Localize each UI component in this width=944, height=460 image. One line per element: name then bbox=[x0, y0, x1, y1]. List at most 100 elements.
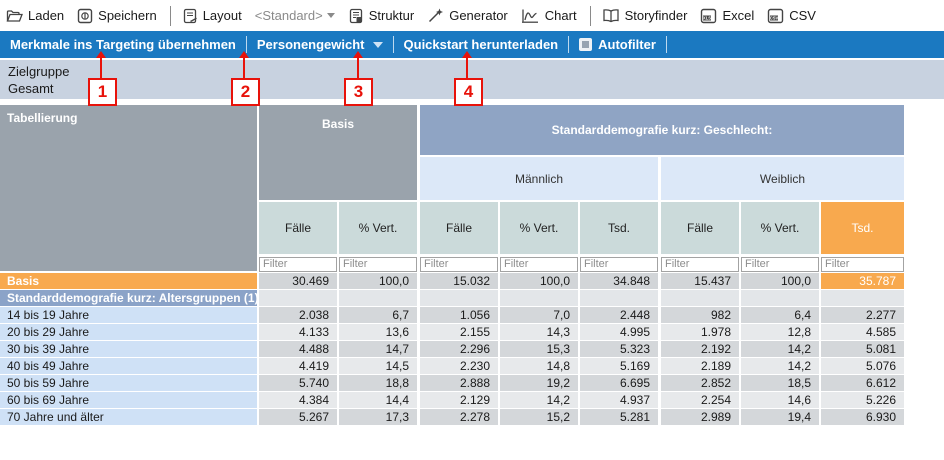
filter-cell bbox=[821, 256, 904, 272]
autofilter-label: Autofilter bbox=[598, 37, 656, 52]
filter-cell bbox=[259, 256, 337, 272]
filter-input[interactable] bbox=[580, 256, 658, 272]
targeting-button[interactable]: Merkmale ins Targeting übernehmen bbox=[10, 37, 236, 52]
csv-icon: CSV bbox=[767, 8, 784, 24]
cell: 5.076 bbox=[821, 358, 904, 374]
chart-button[interactable]: Chart bbox=[521, 8, 577, 24]
checkbox-fill bbox=[582, 41, 590, 48]
cell: 2.277 bbox=[821, 307, 904, 323]
actionbar-separator bbox=[568, 36, 570, 53]
book-icon bbox=[602, 8, 620, 24]
filter-input[interactable] bbox=[339, 256, 417, 272]
cell: 6.695 bbox=[580, 375, 658, 391]
table-header-groups: Tabellierung Basis Standarddemografie ku… bbox=[0, 105, 904, 271]
struktur-label: Struktur bbox=[368, 8, 415, 23]
maennlich-header: Männlich bbox=[420, 157, 658, 200]
filter-input[interactable] bbox=[420, 256, 498, 272]
cell-empty bbox=[259, 290, 337, 306]
cell: 14,2 bbox=[741, 358, 819, 374]
filter-input[interactable] bbox=[741, 256, 819, 272]
cell: 13,6 bbox=[339, 324, 417, 340]
column-header-tsd: Tsd. bbox=[580, 202, 658, 254]
cell: 7,0 bbox=[500, 307, 578, 323]
cell: 5.267 bbox=[259, 409, 337, 425]
quickstart-button[interactable]: Quickstart herunterladen bbox=[404, 37, 559, 52]
action-toolbar: Merkmale ins Targeting übernehmen Person… bbox=[0, 31, 944, 58]
load-button[interactable]: Laden bbox=[6, 8, 64, 24]
cell: 2.192 bbox=[661, 341, 739, 357]
cell: 5.740 bbox=[259, 375, 337, 391]
cell: 18,8 bbox=[339, 375, 417, 391]
column-header-faelle: Fälle bbox=[661, 202, 739, 254]
layout-preset-dropdown[interactable]: <Standard> bbox=[255, 8, 335, 23]
cell: 100,0 bbox=[339, 273, 417, 289]
save-label: Speichern bbox=[98, 8, 157, 23]
filter-input[interactable] bbox=[259, 256, 337, 272]
filter-cell bbox=[741, 256, 819, 272]
cell: 17,3 bbox=[339, 409, 417, 425]
cell: 2.129 bbox=[420, 392, 498, 408]
row-label: 20 bis 29 Jahre bbox=[0, 324, 257, 340]
targeting-label: Merkmale ins Targeting übernehmen bbox=[10, 37, 236, 52]
personengewicht-label: Personengewicht bbox=[256, 37, 365, 52]
cell: 982 bbox=[661, 307, 739, 323]
basis-row-label: Basis bbox=[0, 273, 257, 289]
callout-line-2 bbox=[243, 58, 245, 78]
cell: 30.469 bbox=[259, 273, 337, 289]
autofilter-checkbox[interactable] bbox=[579, 38, 593, 51]
table-row: 40 bis 49 Jahre 4.419 14,5 2.230 14,8 5.… bbox=[0, 358, 904, 374]
filter-input[interactable] bbox=[821, 256, 904, 272]
excel-button[interactable]: XLS Excel bbox=[700, 8, 754, 24]
csv-button[interactable]: CSV CSV bbox=[767, 8, 816, 24]
load-label: Laden bbox=[28, 8, 65, 23]
cell-empty bbox=[741, 290, 819, 306]
cell: 2.155 bbox=[420, 324, 498, 340]
group-row-label[interactable]: Standarddemografie kurz: Altersgruppen (… bbox=[0, 290, 257, 306]
autofilter-toggle[interactable]: Autofilter bbox=[579, 37, 656, 52]
cell: 12,8 bbox=[741, 324, 819, 340]
cell: 2.278 bbox=[420, 409, 498, 425]
callout-line-4 bbox=[466, 58, 468, 78]
column-header-faelle: Fälle bbox=[420, 202, 498, 254]
layout-button[interactable]: Layout bbox=[182, 8, 242, 24]
cell-empty bbox=[661, 290, 739, 306]
svg-text:CSV: CSV bbox=[770, 15, 779, 20]
document-icon bbox=[348, 8, 364, 24]
row-label: 70 Jahre und älter bbox=[0, 409, 257, 425]
weiblich-header: Weiblich bbox=[661, 157, 904, 200]
filter-input[interactable] bbox=[661, 256, 739, 272]
basis-row: Basis 30.469 100,0 15.032 100,0 34.848 1… bbox=[0, 273, 904, 289]
cell: 14,5 bbox=[339, 358, 417, 374]
cell: 15,3 bbox=[500, 341, 578, 357]
save-icon bbox=[77, 8, 93, 24]
save-button[interactable]: Speichern bbox=[77, 8, 157, 24]
filter-cell bbox=[420, 256, 498, 272]
group-row-label-text: Standarddemografie kurz: Altersgruppen (… bbox=[7, 291, 257, 305]
storyfinder-button[interactable]: Storyfinder bbox=[602, 8, 688, 24]
struktur-button[interactable]: Struktur bbox=[348, 8, 415, 24]
cell: 2.296 bbox=[420, 341, 498, 357]
cell: 14,2 bbox=[741, 341, 819, 357]
cell: 4.937 bbox=[580, 392, 658, 408]
column-header-vert: % Vert. bbox=[339, 202, 417, 254]
filter-cell bbox=[580, 256, 658, 272]
cell: 19,4 bbox=[741, 409, 819, 425]
chevron-down-icon bbox=[372, 41, 383, 48]
cell: 100,0 bbox=[741, 273, 819, 289]
cell: 2.989 bbox=[661, 409, 739, 425]
table-row: 30 bis 39 Jahre 4.488 14,7 2.296 15,3 5.… bbox=[0, 341, 904, 357]
generator-button[interactable]: Generator bbox=[427, 8, 508, 24]
row-label: 40 bis 49 Jahre bbox=[0, 358, 257, 374]
cell: 4.995 bbox=[580, 324, 658, 340]
column-header-tsd-selected: Tsd. bbox=[821, 202, 904, 254]
storyfinder-label: Storyfinder bbox=[624, 8, 688, 23]
callout-arrow-1 bbox=[96, 51, 106, 58]
csv-label: CSV bbox=[789, 8, 816, 23]
chevron-down-icon bbox=[326, 13, 335, 18]
table-row: 14 bis 19 Jahre 2.038 6,7 1.056 7,0 2.44… bbox=[0, 307, 904, 323]
personengewicht-dropdown[interactable]: Personengewicht bbox=[257, 37, 383, 52]
filter-cell bbox=[661, 256, 739, 272]
filter-input[interactable] bbox=[500, 256, 578, 272]
main-toolbar: Laden Speichern Layout <Standard> Strukt… bbox=[0, 0, 944, 31]
